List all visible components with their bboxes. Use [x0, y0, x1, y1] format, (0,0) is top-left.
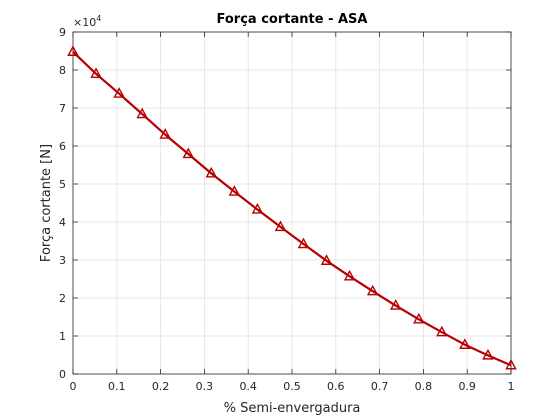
y-tick-label: 0	[59, 368, 66, 381]
data-point-marker	[343, 269, 356, 281]
y-tick-label: 5	[59, 178, 66, 191]
data-point-marker	[274, 220, 287, 232]
data-point-marker	[389, 299, 402, 310]
y-tick-label: 2	[59, 292, 66, 305]
data-point-marker	[67, 45, 79, 56]
x-tick-label: 0.9	[458, 380, 476, 393]
data-point-marker	[436, 325, 448, 337]
y-tick-label: 1	[59, 330, 66, 343]
data-point-marker	[159, 128, 171, 139]
data-point-marker	[113, 87, 125, 98]
data-point-marker	[205, 166, 218, 178]
data-point-marker	[251, 202, 264, 214]
y-tick-label: 8	[59, 64, 66, 77]
x-tick-label: 1	[508, 380, 515, 393]
x-tick-label: 0.5	[283, 380, 301, 393]
data-point-marker	[297, 237, 310, 249]
data-point-marker	[413, 312, 425, 324]
data-point-marker	[182, 147, 195, 159]
x-tick-label: 0.8	[415, 380, 433, 393]
y-tick-label: 7	[59, 102, 66, 115]
x-tick-label: 0	[70, 380, 77, 393]
y-tick-label: 3	[59, 254, 66, 267]
y-tick-label: 6	[59, 140, 66, 153]
data-point-marker	[459, 338, 471, 349]
x-tick-label: 0.3	[196, 380, 214, 393]
x-axis-label: % Semi-envergadura	[224, 401, 361, 416]
y-tick-label: 9	[59, 26, 66, 39]
x-tick-label: 0.4	[239, 380, 257, 393]
y-axis-exponent-power: 4	[96, 14, 101, 23]
x-tick-label: 0.2	[152, 380, 170, 393]
chart-title: Força cortante - ASA	[217, 12, 368, 27]
y-tick-label: 4	[59, 216, 66, 229]
x-tick-label: 0.1	[108, 380, 126, 393]
data-point-marker	[90, 67, 102, 79]
data-point-marker	[136, 107, 148, 119]
x-tick-label: 0.6	[327, 380, 345, 393]
y-axis-label: Força cortante [N]	[39, 144, 54, 262]
data-point-marker	[482, 348, 494, 360]
ticks: 0 0.1 0.2 0.3 0.4 0.5 0.6 0.7 0.8 0.9 1 0 1 2 3 4 5 6 7 8 9	[59, 26, 515, 393]
series-layer	[67, 45, 517, 370]
y-axis-exponent: ×104	[73, 14, 101, 29]
y-axis-exponent-base: ×10	[73, 16, 96, 29]
x-tick-label: 0.7	[371, 380, 389, 393]
data-point-marker	[366, 284, 379, 296]
data-point-marker	[228, 185, 241, 196]
data-point-marker	[505, 358, 517, 370]
data-point-marker	[320, 254, 333, 265]
